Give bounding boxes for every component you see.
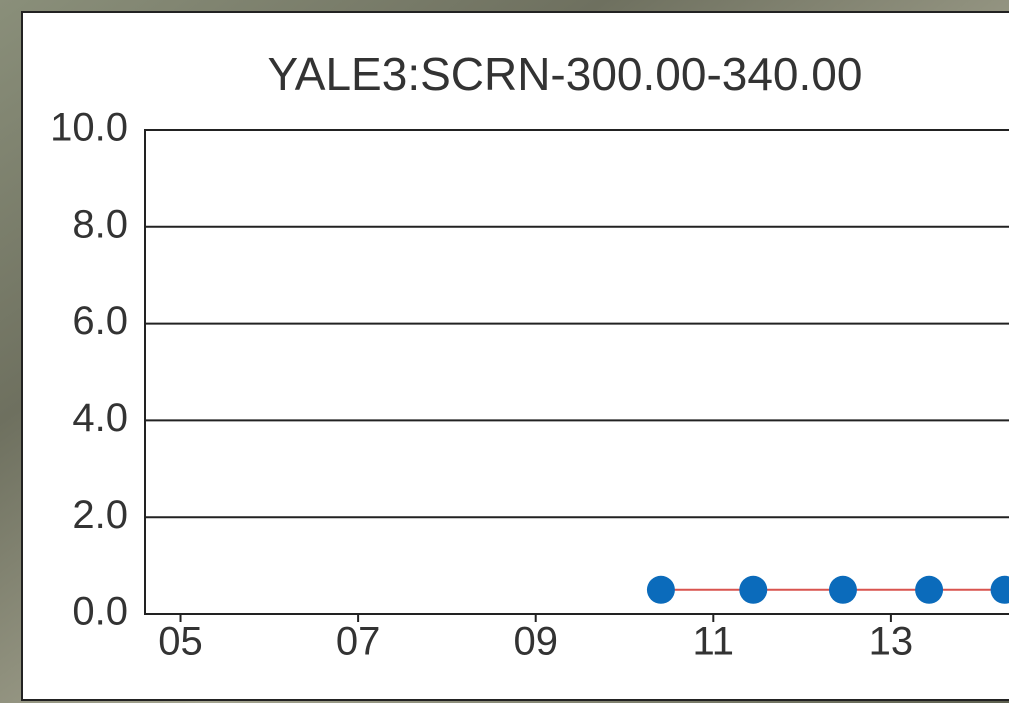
y-tick-label: 4.0 — [72, 396, 128, 440]
x-tick-label: 05 — [158, 620, 203, 664]
y-tick-label: 2.0 — [72, 493, 128, 537]
y-tick-label: 10.0 — [50, 106, 128, 150]
x-tick-label: 09 — [513, 620, 558, 664]
x-tick-label: 07 — [336, 620, 381, 664]
data-point — [915, 575, 944, 604]
data-point — [990, 575, 1009, 604]
x-tick-label: 11 — [693, 620, 735, 664]
y-tick-label: 6.0 — [72, 299, 128, 343]
data-point — [739, 575, 768, 604]
x-tick-label: 13 — [869, 620, 914, 664]
plot-area: 0.0 2.0 4.0 6.0 8.0 10.0 05 07 09 11 13 — [50, 106, 1009, 664]
y-tick-label: 8.0 — [72, 202, 128, 246]
chart-title: YALE3:SCRN-300.00-340.00 — [268, 48, 863, 100]
y-tick-label: 0.0 — [72, 590, 128, 634]
data-point — [828, 575, 857, 604]
chart-panel — [21, 11, 1009, 701]
data-point — [646, 575, 675, 604]
